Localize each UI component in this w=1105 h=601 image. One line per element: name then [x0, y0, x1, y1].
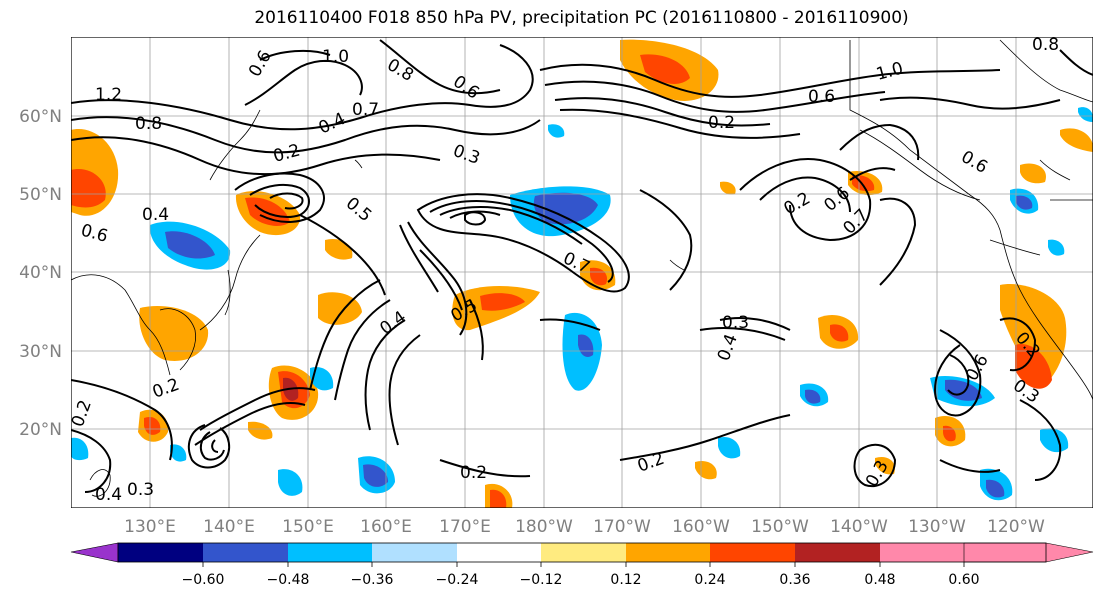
contour-label: 0.4	[95, 485, 122, 505]
lon-label: 150°W	[751, 517, 809, 537]
colorbar-segment	[541, 543, 626, 562]
colorbar-ticks	[202, 562, 965, 567]
colorbar-min-extension	[70, 542, 119, 563]
contour-label: 0.2	[460, 463, 487, 483]
colorbar-tick-label: 0.48	[864, 572, 895, 588]
lon-label: 180°W	[515, 517, 573, 537]
colorbar-tick-label: −0.24	[436, 572, 479, 588]
colorbar-tick-label: −0.36	[351, 572, 394, 588]
map-title: 2016110400 F018 850 hPa PV, precipitatio…	[254, 8, 909, 28]
colorbar-segment	[372, 543, 457, 562]
colorbar-max-extension	[963, 542, 1094, 563]
lat-label: 20°N	[19, 420, 62, 440]
colorbar: −0.60 −0.48 −0.36 −0.24 −0.12 0.12 0.24 …	[70, 542, 1094, 588]
coastlines	[71, 39, 1093, 497]
colorbar-tick-label: 0.36	[779, 572, 810, 588]
pv-contours	[71, 39, 1093, 493]
lon-label: 140°W	[830, 517, 888, 537]
contour-label: 0.8	[135, 114, 162, 134]
colorbar-tick-label: 0.12	[610, 572, 641, 588]
contour-label: 0.4	[142, 205, 169, 225]
lon-label: 120°W	[987, 517, 1045, 537]
contour-label: 0.3	[127, 480, 154, 500]
colorbar-segment	[795, 543, 880, 562]
contour-label: 0.6	[808, 87, 835, 107]
latitude-labels: 60°N 50°N 40°N 30°N 20°N	[19, 107, 62, 440]
lon-label: 150°E	[282, 517, 334, 537]
lon-label: 170°W	[593, 517, 651, 537]
longitude-labels: 130°E 140°E 150°E 160°E 170°E 180°W 170°…	[124, 517, 1045, 537]
graticule	[71, 37, 1093, 508]
contour-label: 1.0	[322, 47, 349, 67]
colorbar-tick-label: −0.12	[520, 572, 563, 588]
lon-label: 170°E	[439, 517, 491, 537]
lat-label: 40°N	[19, 263, 62, 283]
colorbar-segment	[288, 543, 372, 562]
colorbar-tick-label: −0.48	[267, 572, 310, 588]
colorbar-tick-label: 0.60	[948, 572, 979, 588]
colorbar-segment	[203, 543, 288, 562]
precipitation-negative-shading	[71, 107, 1093, 501]
contour-label: 0.3	[722, 313, 749, 333]
lat-label: 60°N	[19, 107, 62, 127]
lon-label: 160°W	[672, 517, 730, 537]
contour-label: 1.2	[95, 85, 122, 105]
colorbar-segment	[626, 543, 710, 562]
colorbar-segment	[118, 543, 203, 562]
lat-label: 30°N	[19, 342, 62, 362]
lon-label: 140°E	[203, 517, 255, 537]
map-panel: 1.0 0.8 0.6 1.2 0.8 0.4 0.2 0.7 0.3 0.6 …	[71, 35, 1093, 508]
colorbar-tick-label: 0.24	[694, 572, 725, 588]
lon-label: 130°W	[908, 517, 966, 537]
contour-label: 0.7	[352, 100, 379, 120]
lat-label: 50°N	[19, 185, 62, 205]
colorbar-segment	[710, 543, 795, 562]
contour-label: 0.8	[1032, 35, 1059, 55]
contour-label: 0.2	[708, 113, 735, 133]
colorbar-segment	[457, 543, 541, 562]
lon-label: 160°E	[360, 517, 412, 537]
lon-label: 130°E	[124, 517, 176, 537]
colorbar-tick-label: −0.60	[182, 572, 225, 588]
colorbar-segment	[880, 543, 964, 562]
